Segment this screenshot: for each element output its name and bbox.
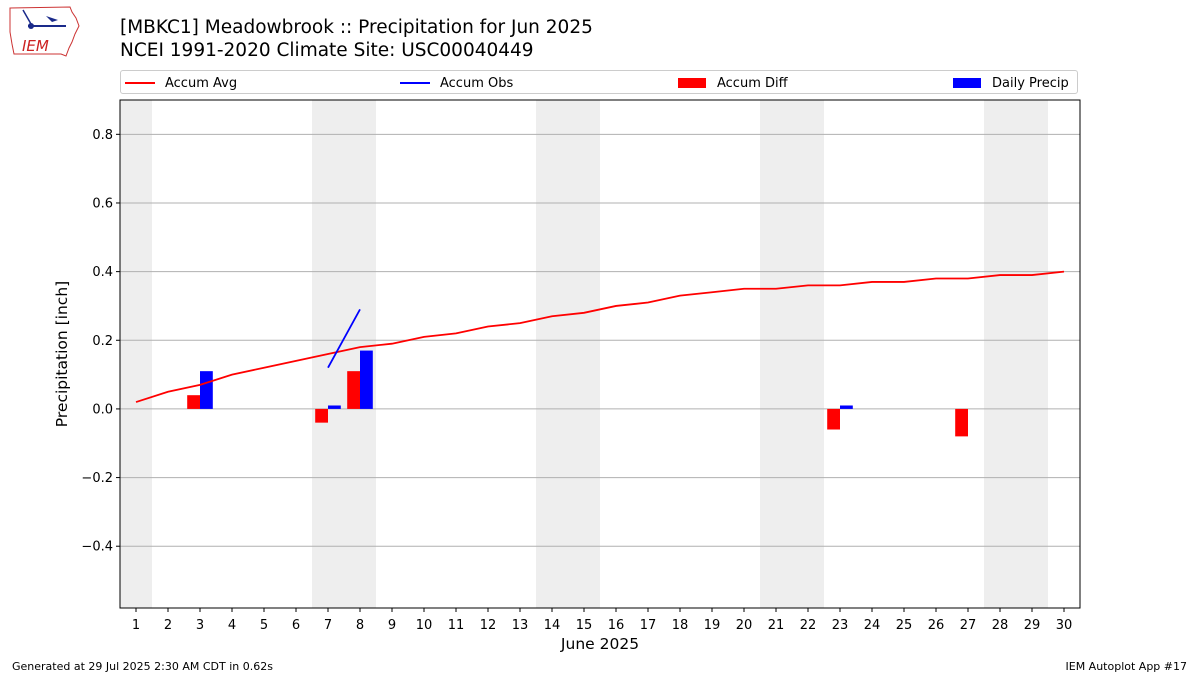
accum-diff-bar (827, 408, 840, 430)
bars (187, 350, 968, 437)
x-tick-label: 28 (992, 618, 1009, 633)
y-grid (120, 133, 1080, 547)
weekend-shade-day-14 (536, 100, 568, 608)
y-tick-label: 0.0 (92, 402, 113, 417)
x-tick-label: 26 (928, 618, 945, 633)
legend-swatch-accum-diff (678, 78, 706, 88)
sensor-icon (28, 23, 34, 29)
y-tick-label: 0.4 (92, 265, 113, 280)
x-tick-label: 21 (768, 618, 785, 633)
x-tick-label: 8 (356, 618, 364, 633)
plot-frame (119, 99, 1081, 609)
legend-swatch-daily-precip (953, 78, 981, 88)
accum-obs-line (327, 308, 361, 369)
legend-swatch-accum-avg (125, 82, 155, 84)
x-tick-label: 19 (704, 618, 721, 633)
y-tick-label: 0.8 (92, 128, 113, 143)
legend-item-accum-avg: Accum Avg (125, 73, 237, 93)
accum-diff-bar (955, 408, 968, 437)
chart-legend: Accum Avg Accum Obs Accum Diff Daily Pre… (120, 70, 1078, 94)
x-axis-ticks: 1 2 3 4 5 6 7 8 9 10 11 12 13 14 15 16 17 18 19 20 21 22 23 24 2… (132, 608, 1072, 633)
x-tick-label: 10 (416, 618, 433, 633)
x-tick-label: 7 (324, 618, 332, 633)
x-tick-label: 27 (960, 618, 977, 633)
y-tick-label: 0.2 (92, 334, 113, 349)
iowa-outline-icon (9, 6, 80, 57)
x-tick-label: 16 (608, 618, 625, 633)
y-tick-label: −0.4 (81, 540, 113, 555)
app-credit: IEM Autoplot App #17 (1065, 660, 1188, 673)
x-tick-label: 14 (544, 618, 561, 633)
generated-timestamp: Generated at 29 Jul 2025 2:30 AM CDT in … (12, 660, 273, 673)
legend-swatch-accum-obs (400, 82, 430, 84)
legend-label-accum-diff: Accum Diff (717, 75, 788, 91)
daily-precip-bar (328, 405, 341, 409)
weekend-shade-day-22 (792, 100, 824, 608)
x-tick-label: 11 (448, 618, 465, 633)
x-axis-label: June 2025 (560, 635, 639, 653)
legend-item-accum-diff: Accum Diff (678, 73, 788, 93)
y-axis-label: Precipitation [inch] (53, 281, 71, 427)
daily-precip-bar (200, 371, 213, 409)
accum-diff-bar (315, 408, 328, 423)
x-tick-label: 12 (480, 618, 497, 633)
daily-precip-bar (360, 350, 373, 409)
x-tick-label: 3 (196, 618, 204, 633)
accum-avg-line (135, 270, 1065, 403)
weekend-shade-day-29 (1016, 100, 1048, 608)
chart-title: [MBKC1] Meadowbrook :: Precipitation for… (120, 17, 593, 38)
x-tick-label: 13 (512, 618, 529, 633)
x-tick-label: 1 (132, 618, 140, 633)
x-tick-label: 22 (800, 618, 817, 633)
x-tick-label: 25 (896, 618, 913, 633)
x-tick-label: 24 (864, 618, 881, 633)
x-tick-label: 4 (228, 618, 236, 633)
daily-precip-bar (840, 405, 853, 409)
weekend-shade-day-28 (984, 100, 1016, 608)
legend-item-accum-obs: Accum Obs (400, 73, 513, 93)
weekend-shade-day-21 (760, 100, 792, 608)
weekend-shade-day-15 (568, 100, 600, 608)
iem-logo: IEM (9, 6, 80, 57)
x-tick-label: 2 (164, 618, 172, 633)
legend-label-daily-precip: Daily Precip (992, 75, 1069, 91)
x-tick-label: 29 (1024, 618, 1041, 633)
legend-item-daily-precip: Daily Precip (953, 73, 1069, 93)
x-tick-label: 30 (1056, 618, 1073, 633)
y-axis-ticks: −0.4 −0.2 0.0 0.2 0.4 0.6 0.8 (81, 128, 120, 555)
x-tick-label: 9 (388, 618, 396, 633)
x-tick-label: 5 (260, 618, 268, 633)
x-tick-label: 20 (736, 618, 753, 633)
y-tick-label: −0.2 (81, 471, 113, 486)
chart-subtitle: NCEI 1991-2020 Climate Site: USC00040449 (120, 40, 534, 61)
lines (135, 270, 1065, 403)
wind-icon (46, 16, 58, 22)
weekend-shade-day-1 (120, 100, 152, 608)
accum-diff-bar (347, 371, 360, 409)
x-tick-label: 23 (832, 618, 849, 633)
x-tick-label: 6 (292, 618, 300, 633)
x-tick-label: 15 (576, 618, 593, 633)
weekend-shading (120, 100, 1048, 608)
logo-text: IEM (22, 37, 49, 55)
legend-label-accum-obs: Accum Obs (440, 75, 514, 91)
x-tick-label: 18 (672, 618, 689, 633)
legend-label-accum-avg: Accum Avg (165, 75, 238, 91)
y-tick-label: 0.6 (92, 196, 113, 211)
x-tick-label: 17 (640, 618, 657, 633)
accum-diff-bar (187, 395, 200, 409)
